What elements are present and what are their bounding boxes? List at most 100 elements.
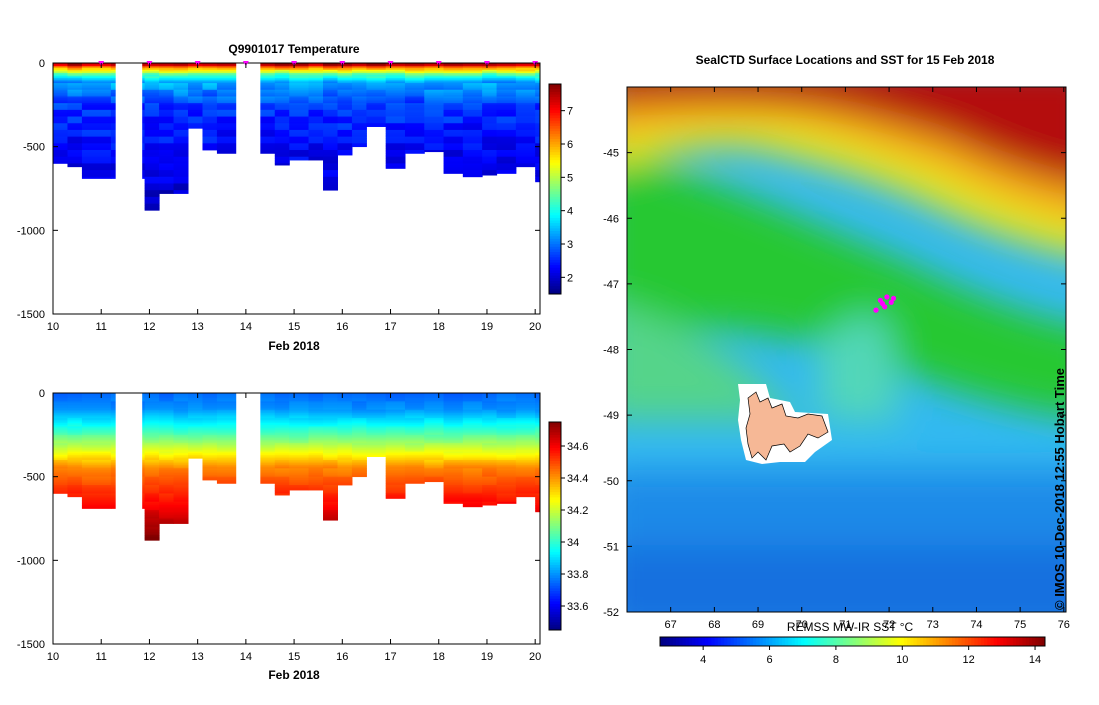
profile-cell [424, 434, 445, 437]
profile-cell [496, 490, 517, 493]
profile-cell [351, 398, 367, 401]
profile-cell [81, 461, 112, 464]
profile-cell [202, 399, 218, 402]
profile-cell [443, 88, 464, 91]
profile-cell [515, 63, 536, 66]
profile-cell [53, 111, 68, 114]
profile-cell [535, 104, 540, 107]
profile-cell [482, 481, 498, 484]
profile-cell [535, 153, 540, 156]
profile-cell [81, 399, 112, 402]
profile-cell [144, 439, 160, 442]
profile-cell [515, 481, 536, 484]
profile-cell [289, 485, 310, 488]
profile-cell [462, 133, 483, 136]
profile-cell [443, 148, 464, 151]
profile-cell [159, 436, 175, 439]
map-colorbar-cell [1000, 637, 1004, 646]
colorbar-cell [549, 526, 561, 530]
profile-cell [188, 106, 203, 109]
profile-cell [274, 84, 290, 87]
profile-cell [366, 433, 387, 436]
map-colorbar-cell [955, 637, 959, 646]
profile-cell [496, 153, 517, 156]
profile-cell [337, 153, 353, 156]
profile-cell [404, 86, 425, 89]
profile-cell [385, 71, 406, 74]
profile-cell [404, 128, 425, 131]
profile-cell [81, 170, 112, 173]
profile-cell [202, 89, 218, 92]
profile-cell [81, 73, 112, 76]
profile-cell [274, 83, 290, 86]
profile-cell [173, 510, 189, 513]
profile-cell [351, 459, 367, 462]
profile-cell [53, 446, 68, 449]
profile-cell [308, 143, 324, 146]
profile-cell [289, 394, 310, 397]
profile-cell [173, 396, 189, 399]
profile-cell [535, 416, 540, 419]
profile-cell [81, 476, 112, 479]
profile-cell [404, 129, 425, 132]
profile-cell [535, 498, 540, 501]
profile-cell [482, 153, 498, 156]
profile-cell [496, 463, 517, 466]
x-tick-label: 13 [192, 321, 204, 333]
map-colorbar-cell [842, 637, 847, 646]
profile-cell [323, 469, 338, 473]
profile-cell [159, 121, 175, 124]
profile-cell [53, 474, 68, 478]
profile-cell [308, 428, 324, 431]
profile-cell [385, 91, 406, 94]
profile-cell [351, 471, 367, 474]
profile-cell [323, 79, 338, 82]
profile-cell [173, 453, 189, 456]
profile-cell [144, 398, 160, 401]
profile-cell [535, 409, 540, 412]
profile-cell [515, 155, 536, 158]
profile-cell [482, 155, 498, 158]
profile-cell [289, 419, 310, 422]
profile-cell [323, 93, 338, 96]
profile-cell [366, 406, 387, 409]
map-colorbar-tick-label: 10 [896, 654, 908, 666]
profile-cell [53, 123, 68, 126]
profile-cell [535, 83, 540, 86]
profile-cell [535, 173, 540, 176]
profile-cell [482, 81, 498, 84]
profile-cell [323, 481, 338, 484]
profile-cell [424, 399, 445, 402]
profile-cell [81, 505, 112, 508]
profile-cell [202, 111, 218, 114]
profile-cell [496, 118, 517, 121]
profile-cell [482, 86, 498, 89]
profile-cell [366, 69, 387, 72]
profile-cell [404, 433, 425, 436]
profile-cell [323, 490, 338, 493]
profile-cell [53, 148, 68, 151]
profile-cell [496, 495, 517, 498]
map-colorbar-cell [874, 637, 879, 646]
profile-cell [289, 414, 310, 417]
profile-cell [323, 121, 338, 124]
profile-cell [443, 424, 464, 427]
profile-cell [81, 133, 112, 136]
profile-cell [67, 144, 83, 148]
profile-cell [289, 438, 310, 441]
profile-cell [323, 109, 338, 112]
profile-cell [323, 103, 338, 106]
profile-cell [443, 485, 464, 488]
profile-cell [188, 114, 203, 117]
profile-cell [159, 486, 175, 489]
colorbar-cell [549, 225, 561, 229]
profile-cell [308, 424, 324, 427]
profile-cell [159, 99, 175, 102]
map-colorbar-cell [775, 637, 780, 646]
profile-cell [462, 469, 483, 473]
profile-cell [81, 126, 112, 129]
profile-cell [289, 473, 310, 476]
profile-cell [404, 453, 425, 456]
profile-cell [81, 103, 112, 106]
colorbar-cell [549, 217, 561, 222]
